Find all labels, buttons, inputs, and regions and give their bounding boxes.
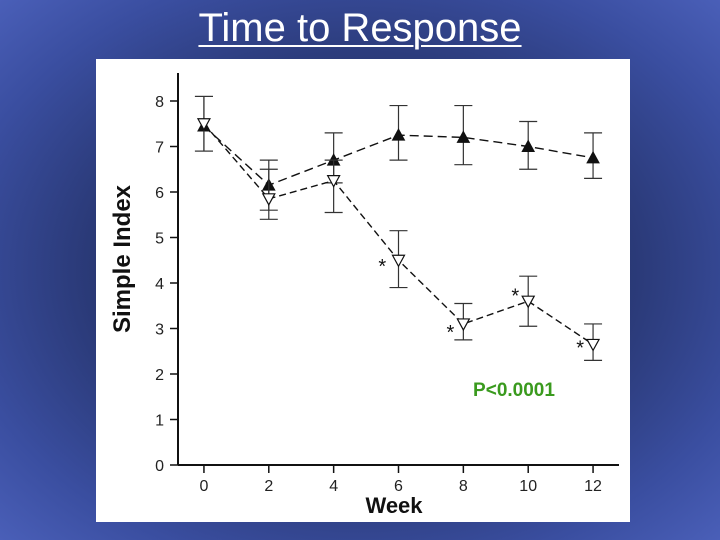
data-point xyxy=(521,139,536,152)
y-tick-label-8: 8 xyxy=(155,94,164,111)
significance-asterisk: * xyxy=(446,322,454,344)
y-tick-label-3: 3 xyxy=(155,322,164,339)
data-point xyxy=(261,193,276,207)
data-point xyxy=(456,318,471,332)
data-point xyxy=(196,118,211,132)
data-point xyxy=(586,338,601,352)
y-tick-label-4: 4 xyxy=(155,276,164,293)
x-tick-label-4: 4 xyxy=(329,478,338,495)
y-tick-label-1: 1 xyxy=(155,413,164,430)
y-axis-label: Simple Index xyxy=(109,184,136,333)
y-tick-label-2: 2 xyxy=(155,367,164,384)
y-tick-label-6: 6 xyxy=(155,185,164,202)
p-value-label: P<0.0001 xyxy=(473,380,555,401)
data-point xyxy=(521,295,536,309)
y-tick-label-5: 5 xyxy=(155,231,164,248)
series-open-triangle-group xyxy=(194,95,603,361)
significance-asterisk: * xyxy=(576,338,584,360)
slide-title-text: Time to Response xyxy=(198,6,522,50)
data-point xyxy=(391,128,406,141)
y-tick-label-0: 0 xyxy=(155,458,164,475)
data-point xyxy=(586,150,600,164)
y-tick-label-7: 7 xyxy=(155,140,164,157)
annotations-layer: * * * * xyxy=(378,256,584,360)
series-layer xyxy=(194,95,603,361)
x-tick-label-6: 6 xyxy=(394,478,403,495)
significance-asterisk: * xyxy=(378,256,386,278)
x-tick-label-8: 8 xyxy=(459,478,468,495)
x-tick-label-10: 10 xyxy=(519,478,537,495)
x-tick-label-2: 2 xyxy=(264,478,273,495)
data-point xyxy=(456,130,471,143)
x-tick-label-0: 0 xyxy=(199,478,208,495)
chart-panel: 0 1 2 3 4 5 6 7 8 0 2 4 6 8 10 12 * * * * Simple Index Wee… xyxy=(96,59,630,522)
data-point xyxy=(391,254,406,268)
x-tick-label-12: 12 xyxy=(584,478,602,495)
slide-title: Time to Response xyxy=(0,4,720,52)
series-filled-triangle-group xyxy=(194,95,603,211)
x-axis-label: Week xyxy=(365,493,423,518)
significance-asterisk: * xyxy=(511,285,519,307)
data-point xyxy=(326,175,341,188)
